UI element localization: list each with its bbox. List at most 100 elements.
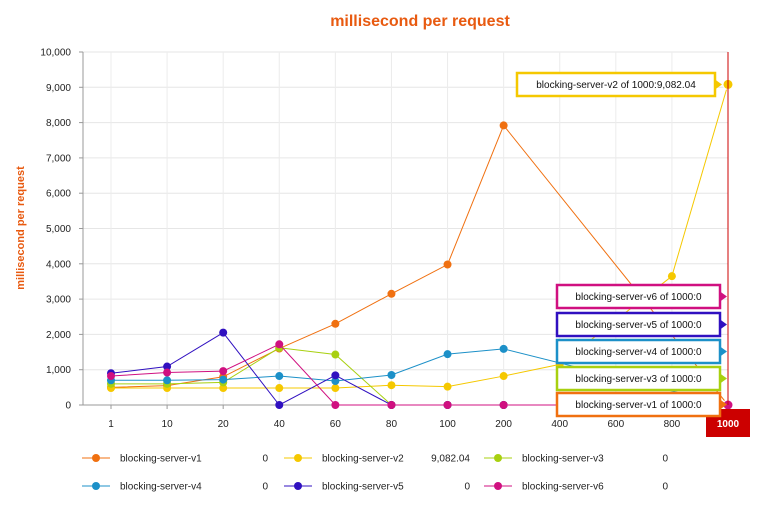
data-point (219, 367, 228, 376)
data-point (387, 401, 396, 409)
data-point (387, 289, 396, 298)
x-tick-label: 100 (439, 419, 456, 430)
legend-value: 0 (464, 482, 470, 493)
tooltip-pointer (720, 373, 727, 384)
data-point (387, 370, 396, 379)
legend-marker (494, 454, 502, 462)
x-tick-label: 1 (108, 419, 114, 430)
legend-label: blocking-server-v6 (522, 482, 604, 493)
y-tick-label: 8,000 (46, 118, 71, 129)
data-point (275, 340, 284, 349)
tooltip-text: blocking-server-v2 of 1000:9,082.04 (536, 80, 696, 91)
tooltip-text: blocking-server-v6 of 1000:0 (575, 292, 702, 303)
legend-marker (92, 454, 100, 462)
x-tick-label: 200 (495, 419, 512, 430)
data-point (219, 375, 228, 384)
data-point (331, 371, 340, 380)
data-point (163, 368, 172, 377)
x-tick-label: 400 (551, 419, 568, 430)
y-tick-label: 1,000 (46, 365, 71, 376)
legend-marker (92, 482, 100, 490)
data-point (331, 350, 340, 359)
crosshair-label: 1000 (717, 419, 740, 430)
legend-item-blocking-server-v6: blocking-server-v6 0 (484, 482, 668, 493)
y-tick-label: 5,000 (46, 224, 71, 235)
legend-label: blocking-server-v1 (120, 454, 202, 465)
y-tick-label: 10,000 (40, 48, 71, 59)
x-tick-label: 80 (386, 419, 398, 430)
legend-marker (294, 454, 302, 462)
tooltip-text: blocking-server-v4 of 1000:0 (575, 347, 702, 358)
legend-value: 0 (662, 482, 668, 493)
tooltip-group: blocking-server-v2 of 1000:9,082.04 block… (515, 71, 727, 418)
data-point (499, 401, 508, 409)
data-point (219, 384, 228, 393)
legend-marker (294, 482, 302, 490)
tooltip: blocking-server-v1 of 1000:0 (555, 391, 727, 418)
tooltip-pointer (715, 79, 722, 90)
y-tick-label: 6,000 (46, 189, 71, 200)
data-point (163, 362, 172, 371)
data-point (331, 384, 340, 393)
legend-item-blocking-server-v4: blocking-server-v4 0 (82, 482, 268, 493)
data-point (499, 121, 508, 130)
tooltip: blocking-server-v6 of 1000:0 (555, 283, 727, 310)
chart-title: millisecond per request (330, 13, 510, 30)
y-tick-label: 3,000 (46, 295, 71, 306)
tooltip: blocking-server-v4 of 1000:0 (555, 338, 727, 365)
tooltip-pointer (720, 319, 727, 330)
data-point (331, 319, 340, 328)
data-point (331, 376, 340, 385)
tooltip-pointer (720, 399, 727, 410)
data-point (499, 372, 508, 381)
series-blocking-server-v6 (107, 340, 734, 411)
legend-item-blocking-server-v2: blocking-server-v2 9,082.04 (284, 454, 470, 465)
legend-value: 0 (262, 482, 268, 493)
y-axis-title: millisecond per request (15, 166, 27, 290)
y-tick-label: 7,000 (46, 153, 71, 164)
legend: blocking-server-v1 0 blocking-server-v2 9,0… (82, 454, 668, 493)
legend-item-blocking-server-v5: blocking-server-v5 0 (284, 482, 470, 493)
data-point (443, 382, 452, 391)
legend-marker (494, 482, 502, 490)
legend-label: blocking-server-v4 (120, 482, 202, 493)
x-tick-label: 10 (162, 419, 174, 430)
x-tick-label: 800 (664, 419, 681, 430)
tooltip: blocking-server-v5 of 1000:0 (555, 311, 727, 338)
data-point (163, 376, 172, 385)
legend-label: blocking-server-v2 (322, 454, 404, 465)
legend-label: blocking-server-v5 (322, 482, 404, 493)
y-tick-label: 4,000 (46, 259, 71, 270)
y-tick-label: 2,000 (46, 330, 71, 341)
y-tick-label: 0 (65, 401, 71, 412)
data-point (387, 381, 396, 390)
data-point (443, 260, 452, 269)
legend-label: blocking-server-v3 (522, 454, 604, 465)
legend-value: 9,082.04 (431, 454, 470, 465)
data-point (443, 350, 452, 359)
y-tick-label: 9,000 (46, 83, 71, 94)
data-point (275, 401, 284, 409)
data-point (667, 272, 676, 281)
tooltip: blocking-server-v2 of 1000:9,082.04 (515, 71, 722, 98)
data-point (275, 384, 284, 393)
legend-value: 0 (662, 454, 668, 465)
data-point (275, 372, 284, 381)
x-tick-label: 60 (330, 419, 342, 430)
data-point (219, 328, 228, 337)
y-axis-ticks: 0 1,000 2,000 3,000 4,000 5,000 6,000 7,000 8,00… (40, 48, 83, 412)
tooltip-text: blocking-server-v1 of 1000:0 (575, 400, 702, 411)
legend-item-blocking-server-v3: blocking-server-v3 0 (484, 454, 668, 465)
data-point (107, 372, 115, 381)
legend-item-blocking-server-v1: blocking-server-v1 0 (82, 454, 268, 465)
x-tick-label: 20 (218, 419, 230, 430)
data-point (499, 344, 508, 353)
legend-value: 0 (262, 454, 268, 465)
tooltip-pointer (720, 346, 727, 357)
tooltip-text: blocking-server-v5 of 1000:0 (575, 320, 702, 331)
data-point (331, 401, 340, 409)
tooltip-text: blocking-server-v3 of 1000:0 (575, 374, 702, 385)
x-tick-label: 600 (607, 419, 624, 430)
data-point (443, 401, 452, 409)
